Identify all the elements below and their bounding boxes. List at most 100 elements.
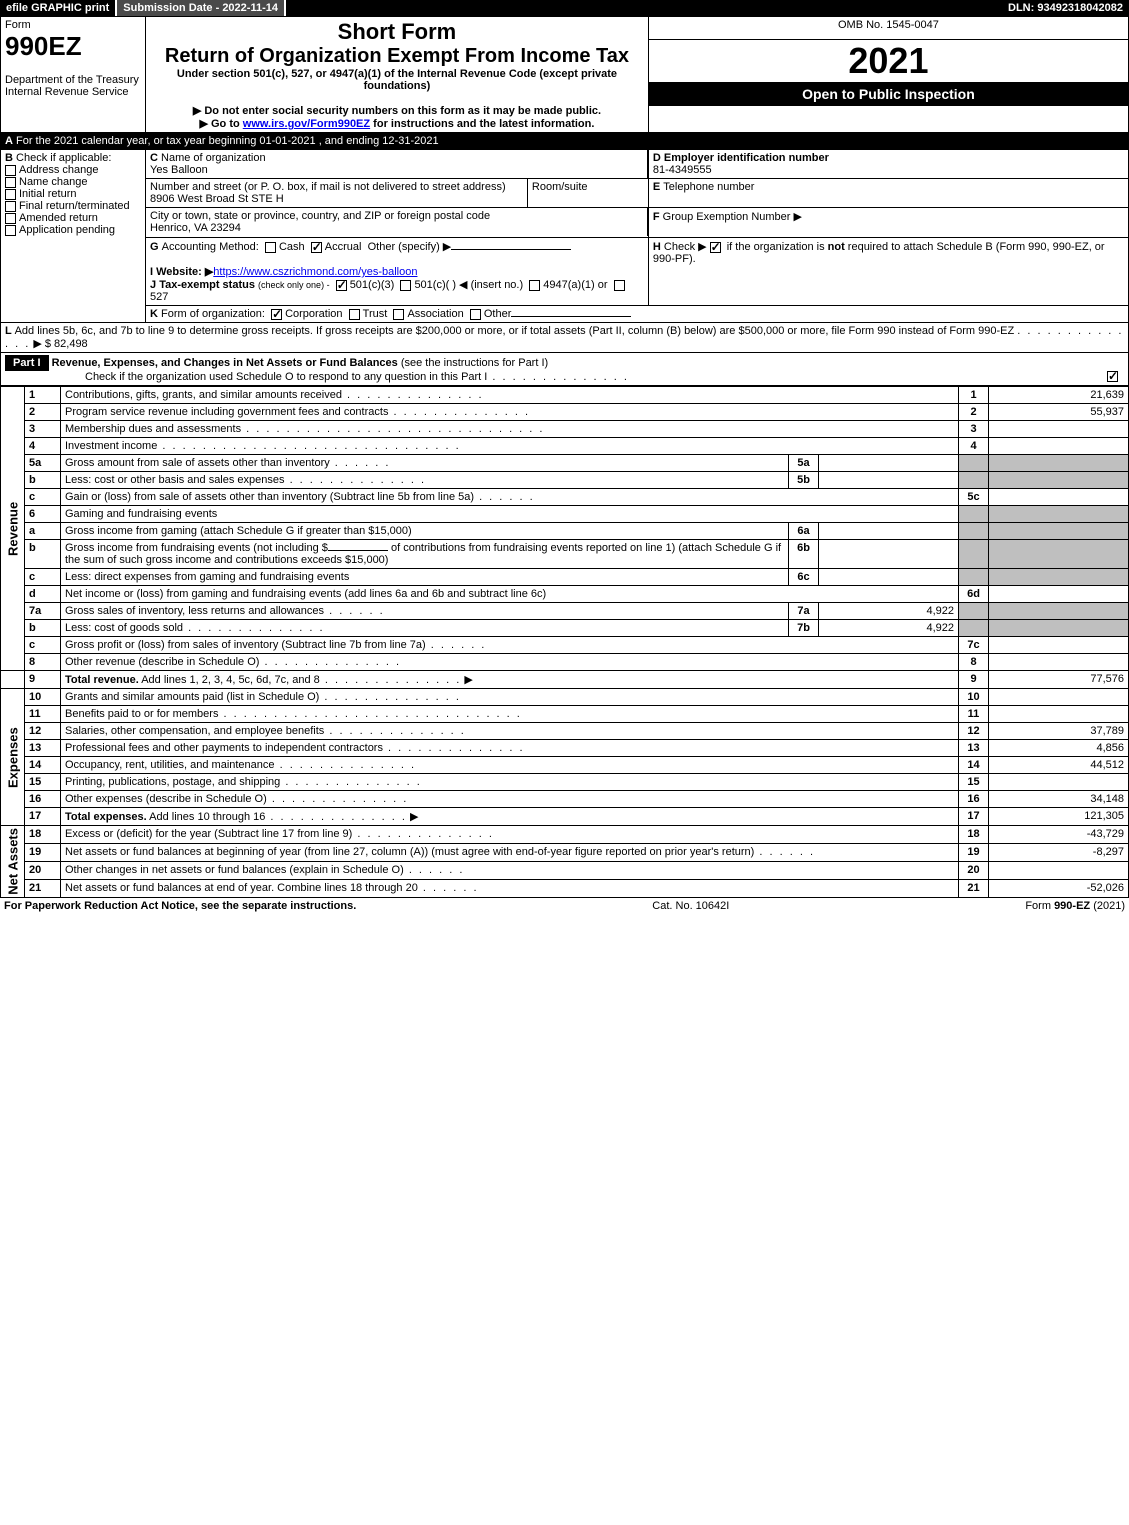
goto-link[interactable]: www.irs.gov/Form990EZ [243, 118, 370, 130]
cb-address-change[interactable] [5, 165, 16, 176]
cb-501c3[interactable] [336, 280, 347, 291]
website-link[interactable]: https://www.cszrichmond.com/yes-balloon [213, 266, 417, 278]
l10-lbl: 10 [25, 689, 61, 706]
line-a: For the 2021 calendar year, or tax year … [16, 135, 439, 147]
l16-amt: 34,148 [989, 791, 1129, 808]
h-not: not [828, 241, 845, 253]
cb-initial[interactable] [5, 189, 16, 200]
l18-lbl: 18 [25, 826, 61, 844]
city-label: City or town, state or province, country… [150, 210, 490, 222]
l9-amt: 77,576 [989, 671, 1129, 689]
l20-num: 20 [959, 861, 989, 879]
l3-amt [989, 421, 1129, 438]
l12-lbl: 12 [25, 723, 61, 740]
l11-num: 11 [959, 706, 989, 723]
l10-txt: Grants and similar amounts paid (list in… [65, 691, 319, 703]
street: 8906 West Broad St STE H [150, 193, 284, 205]
l8-lbl: 8 [25, 654, 61, 671]
l-amt: $ 82,498 [45, 338, 88, 350]
cb-trust[interactable] [349, 309, 360, 320]
l14-amt: 44,512 [989, 757, 1129, 774]
cb-4947[interactable] [529, 280, 540, 291]
l7b-lbl: b [25, 620, 61, 637]
j-note: (check only one) - [258, 280, 330, 290]
l6b-lbl: b [25, 540, 61, 569]
l7c-lbl: c [25, 637, 61, 654]
l2-num: 2 [959, 404, 989, 421]
l15-amt [989, 774, 1129, 791]
l6d-txt: Net income or (loss) from gaming and fun… [65, 588, 546, 600]
l5c-num: 5c [959, 489, 989, 506]
city: Henrico, VA 23294 [150, 222, 241, 234]
part1-title: Revenue, Expenses, and Changes in Net As… [52, 357, 398, 369]
l7a-txt: Gross sales of inventory, less returns a… [65, 605, 324, 617]
l9-num: 9 [959, 671, 989, 689]
expenses-vert: Expenses [1, 689, 25, 826]
ein: 81-4349555 [653, 164, 712, 176]
irs: Internal Revenue Service [5, 86, 129, 98]
footer-cat: Cat. No. 10642I [652, 900, 729, 912]
l21-lbl: 21 [25, 879, 61, 897]
l18-num: 18 [959, 826, 989, 844]
l5b-boxamt [819, 472, 959, 489]
l15-num: 15 [959, 774, 989, 791]
submission-date: Submission Date - 2022-11-14 [117, 0, 286, 16]
cb-cash[interactable] [265, 242, 276, 253]
l7a-box: 7a [789, 603, 819, 620]
e-label: Telephone number [663, 181, 754, 193]
form-word: Form [5, 19, 31, 31]
l6c-box: 6c [789, 569, 819, 586]
f-label: Group Exemption Number [663, 211, 791, 223]
cb-501c[interactable] [400, 280, 411, 291]
l2-lbl: 2 [25, 404, 61, 421]
g-accrual: Accrual [325, 241, 362, 253]
cb-pending[interactable] [5, 225, 16, 236]
l19-txt: Net assets or fund balances at beginning… [65, 846, 754, 858]
j-o1: 501(c)(3) [350, 279, 395, 291]
l7b-boxamt: 4,922 [819, 620, 959, 637]
l15-lbl: 15 [25, 774, 61, 791]
l16-txt: Other expenses (describe in Schedule O) [65, 793, 267, 805]
under-section: Under section 501(c), 527, or 4947(a)(1)… [150, 68, 644, 92]
l4-num: 4 [959, 438, 989, 455]
form-table: Form 990EZ Department of the Treasury In… [0, 16, 1129, 386]
l13-lbl: 13 [25, 740, 61, 757]
dept: Department of the Treasury [5, 74, 139, 86]
l5b-lbl: b [25, 472, 61, 489]
ssn-warning: ▶ Do not enter social security numbers o… [150, 104, 644, 117]
g-other: Other (specify) ▶ [368, 241, 452, 253]
l19-num: 19 [959, 843, 989, 861]
l6a-box: 6a [789, 523, 819, 540]
cb-527[interactable] [614, 280, 625, 291]
l6-lbl: 6 [25, 506, 61, 523]
cb-other[interactable] [470, 309, 481, 320]
l6c-lbl: c [25, 569, 61, 586]
l8-txt: Other revenue (describe in Schedule O) [65, 656, 259, 668]
l7a-boxamt: 4,922 [819, 603, 959, 620]
main-title: Return of Organization Exempt From Incom… [150, 45, 644, 68]
l5a-txt: Gross amount from sale of assets other t… [65, 457, 330, 469]
l6a-boxamt [819, 523, 959, 540]
netassets-vert: Net Assets [1, 826, 25, 898]
l3-txt: Membership dues and assessments [65, 423, 241, 435]
l6b-box: 6b [789, 540, 819, 569]
omb-number: OMB No. 1545-0047 [648, 17, 1128, 40]
l18-txt: Excess or (deficit) for the year (Subtra… [65, 828, 352, 840]
opt-address: Address change [19, 164, 99, 176]
cb-amended[interactable] [5, 213, 16, 224]
opt-initial: Initial return [19, 188, 76, 200]
l4-lbl: 4 [25, 438, 61, 455]
cb-accrual[interactable] [311, 242, 322, 253]
c-name-label: Name of organization [161, 152, 266, 164]
cb-corp[interactable] [271, 309, 282, 320]
l5b-box: 5b [789, 472, 819, 489]
cb-final[interactable] [5, 201, 16, 212]
l19-amt: -8,297 [989, 843, 1129, 861]
cb-name-change[interactable] [5, 177, 16, 188]
k-o2: Trust [363, 308, 388, 320]
l18-amt: -43,729 [989, 826, 1129, 844]
cb-h[interactable] [710, 242, 721, 253]
cb-part1[interactable] [1107, 371, 1118, 382]
opt-amended: Amended return [19, 212, 98, 224]
cb-assoc[interactable] [393, 309, 404, 320]
